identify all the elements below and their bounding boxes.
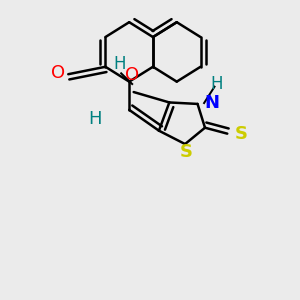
Text: N: N — [204, 94, 219, 112]
Text: H: H — [210, 75, 223, 93]
Text: S: S — [180, 143, 193, 161]
Text: O: O — [125, 66, 139, 84]
Text: H: H — [113, 55, 126, 73]
Text: O: O — [51, 64, 65, 82]
Text: H: H — [88, 110, 102, 128]
Text: S: S — [235, 125, 248, 143]
